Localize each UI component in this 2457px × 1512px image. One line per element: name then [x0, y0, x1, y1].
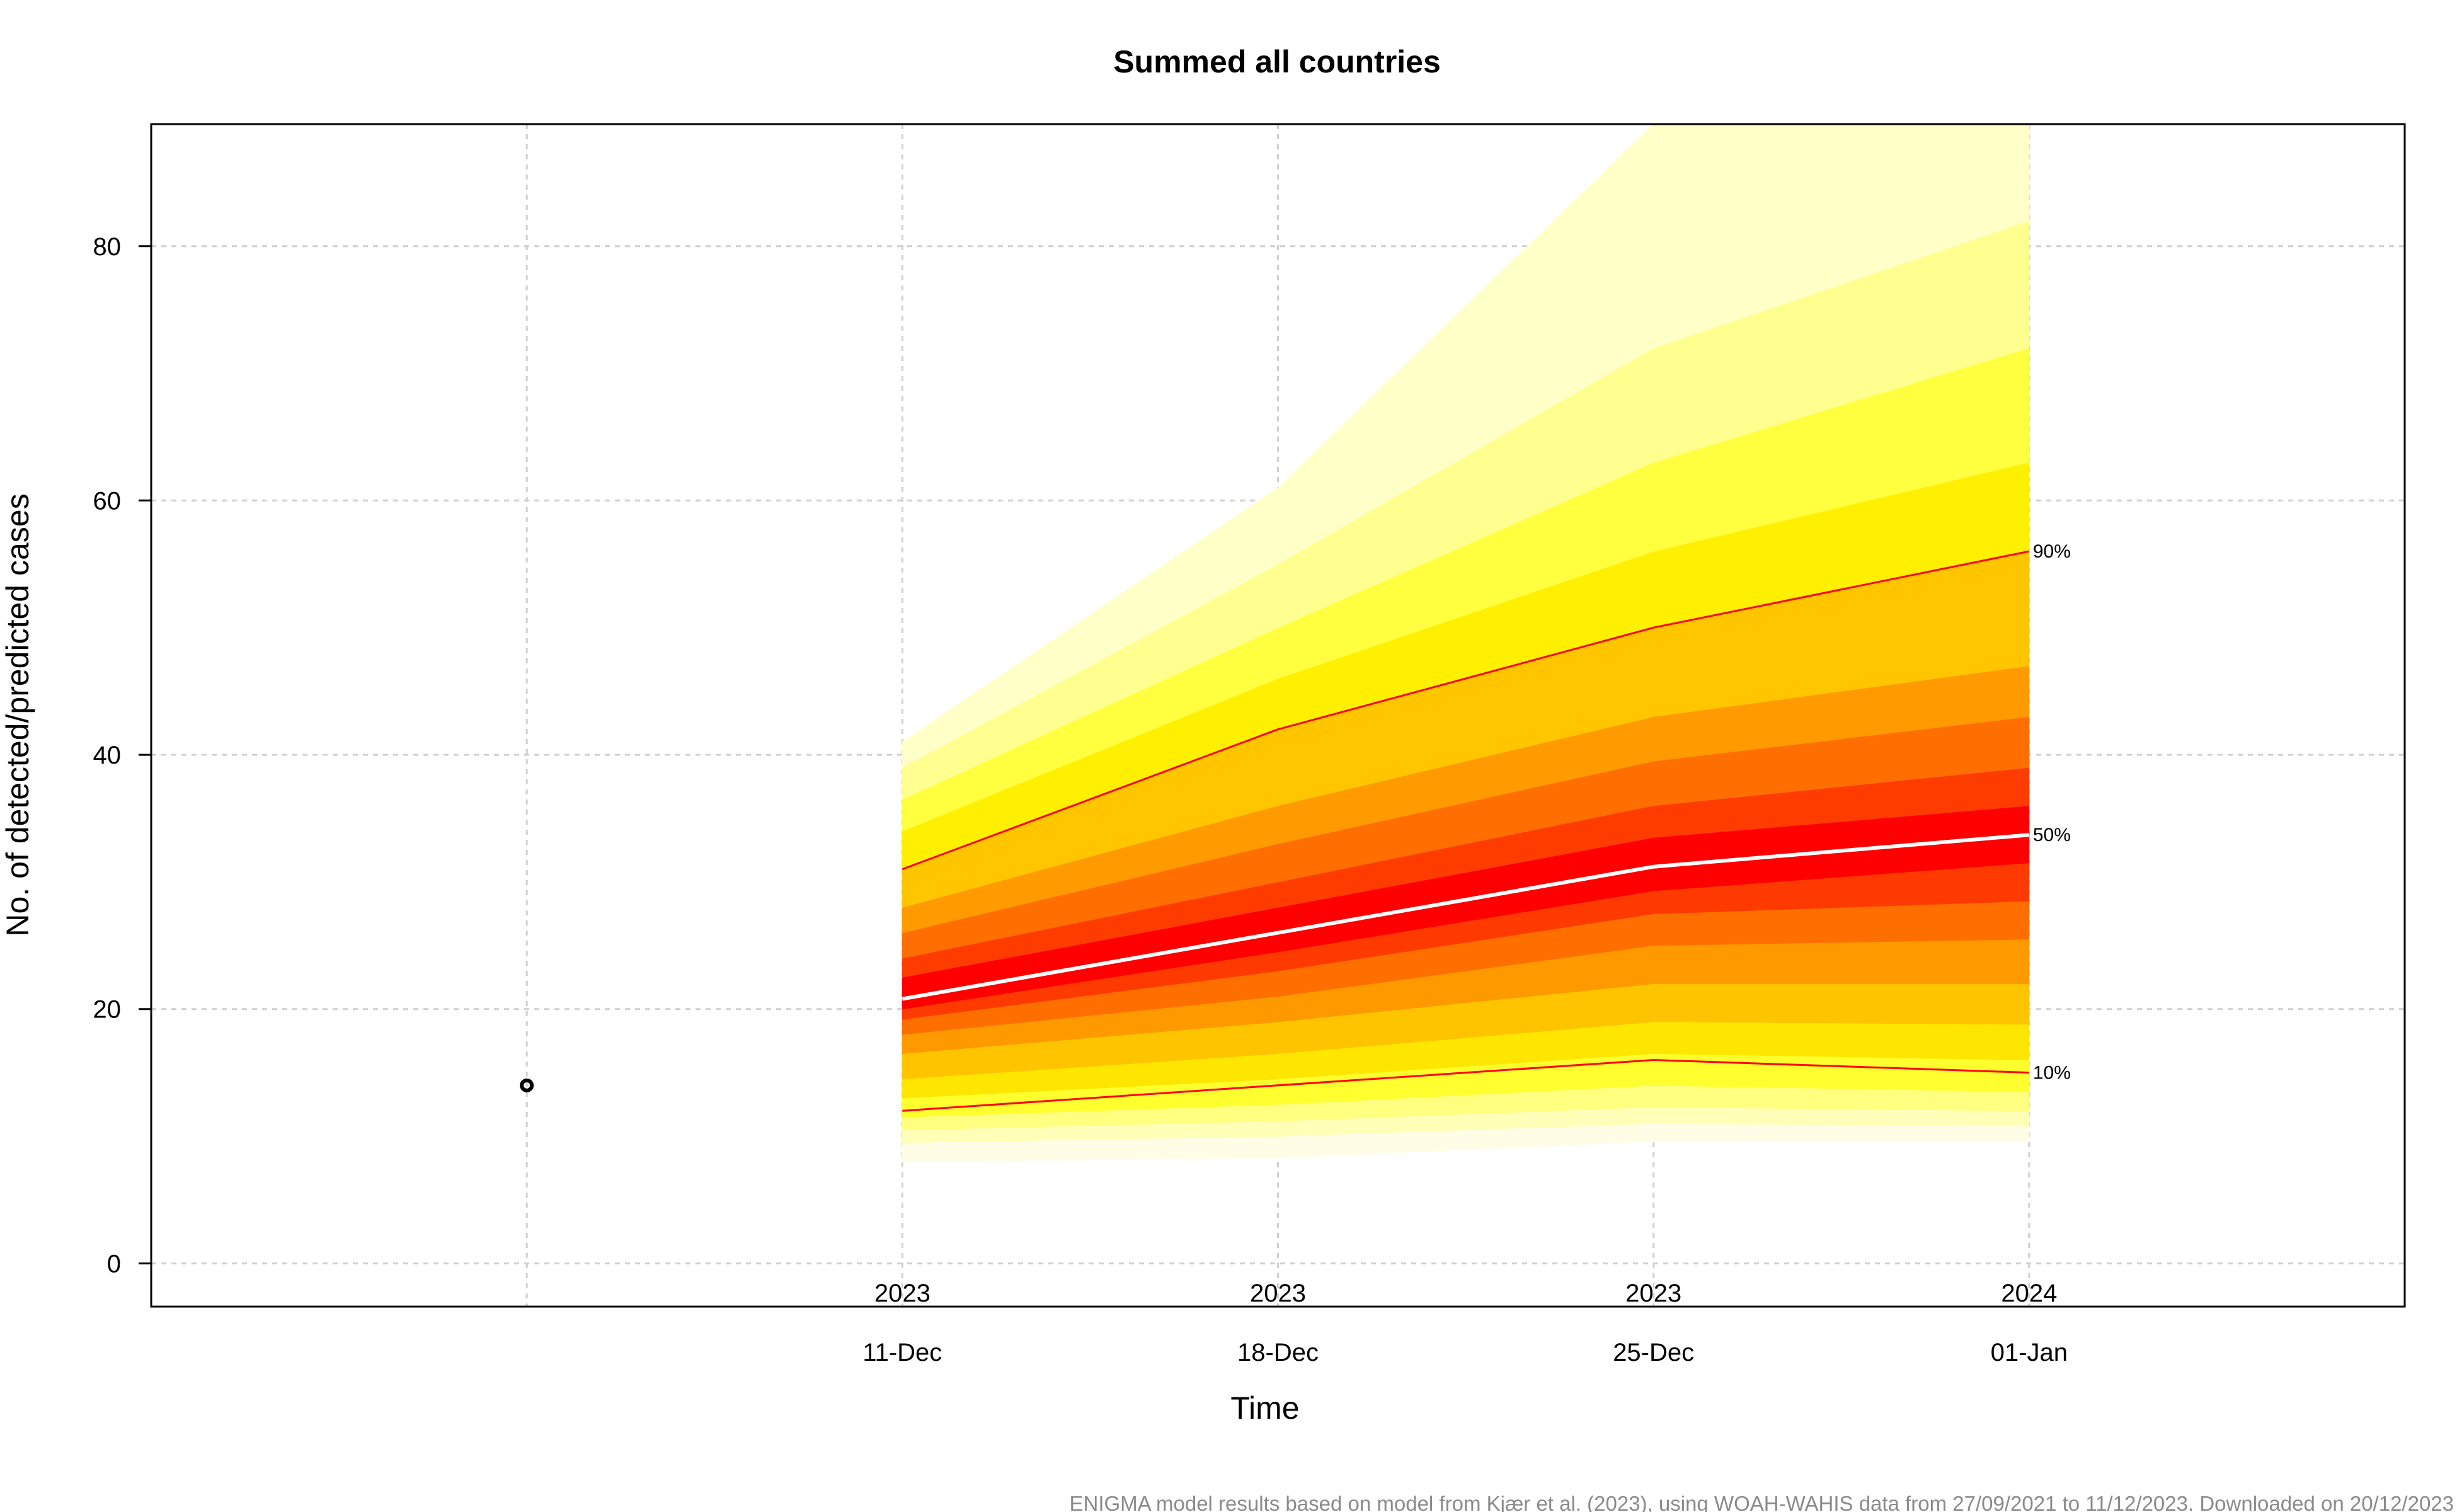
- x-tick-year-label: 2023: [1250, 1280, 1306, 1307]
- x-tick-date-label: 18-Dec: [1237, 1339, 1319, 1366]
- x-tick-date-label: 11-Dec: [862, 1339, 942, 1366]
- y-tick-label: 60: [93, 487, 122, 515]
- y-axis: 0 20 40 60 80: [93, 233, 151, 1278]
- fan-band: [902, 123, 2030, 769]
- quantile-line: [902, 1058, 2029, 1112]
- quantile-line: [902, 550, 2030, 871]
- quantile-label: 50%: [2033, 825, 2071, 845]
- y-tick-label: 80: [93, 233, 122, 261]
- x-tick-year-label: 2024: [2001, 1280, 2057, 1307]
- observed-points: [520, 1078, 534, 1092]
- quantile-label: 10%: [2033, 1063, 2071, 1084]
- data-source-caption: ENIGMA model results based on model from…: [1069, 1492, 2454, 1512]
- y-tick-label: 20: [93, 996, 122, 1024]
- y-axis-label: No. of detected/predicted cases: [0, 493, 35, 936]
- x-axis: 2023 11-Dec 2023 18-Dec 2023 25-Dec 2024 01-Jan: [862, 1280, 2068, 1366]
- quantile-lines: 90% 50% 10%: [902, 541, 2071, 1112]
- observed-point: [520, 1078, 534, 1092]
- plot-frame: [150, 123, 2406, 1308]
- y-tick-label: 40: [93, 742, 122, 769]
- x-tick-date-label: 01-Jan: [1991, 1339, 2068, 1366]
- x-tick-year-label: 2023: [1625, 1280, 1681, 1307]
- x-tick-date-label: 25-Dec: [1613, 1339, 1694, 1366]
- quantile-label: 90%: [2033, 541, 2071, 562]
- x-axis-label: Time: [1230, 1390, 1299, 1426]
- y-tick-label: 0: [107, 1250, 121, 1278]
- chart-title: Summed all countries: [1113, 44, 1441, 79]
- x-tick-year-label: 2023: [874, 1280, 931, 1307]
- quantile-line: [902, 833, 2030, 1001]
- forecast-fan: [902, 123, 2030, 1162]
